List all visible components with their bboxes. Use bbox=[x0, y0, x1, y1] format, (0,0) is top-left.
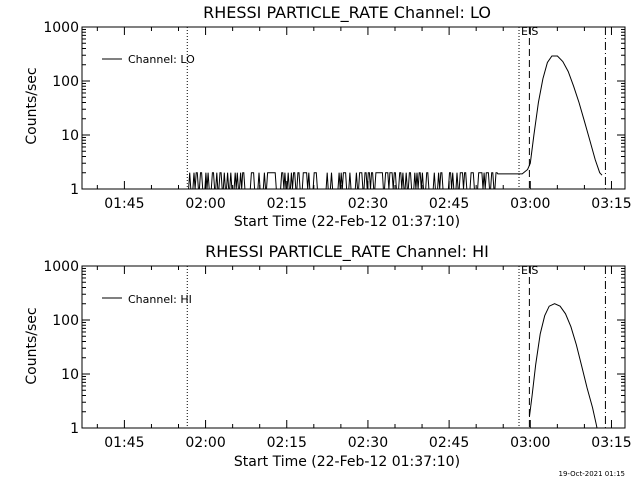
x-axis-label: Start Time (22-Feb-12 01:37:10) bbox=[234, 214, 460, 230]
x-tick-label: 03:15 bbox=[591, 435, 631, 451]
series-line bbox=[528, 303, 598, 429]
x-tick-label: 02:30 bbox=[348, 435, 388, 451]
y-tick-label: 1000 bbox=[43, 259, 79, 275]
y-tick-label: 1000 bbox=[43, 20, 79, 36]
legend-label: Channel: HI bbox=[128, 293, 192, 306]
x-tick-label: 02:45 bbox=[429, 435, 469, 451]
x-tick-label: 02:00 bbox=[185, 196, 225, 212]
marker-label: S bbox=[531, 264, 538, 277]
y-tick-label: 1 bbox=[70, 421, 79, 437]
chart-title: RHESSI PARTICLE_RATE Channel: LO bbox=[203, 3, 491, 23]
x-tick-label: 03:15 bbox=[591, 196, 631, 212]
y-tick-label: 100 bbox=[52, 74, 79, 90]
marker-label: E bbox=[521, 264, 528, 277]
footer-timestamp: 19-Oct-2021 01:15 bbox=[559, 470, 625, 478]
x-axis-label: Start Time (22-Feb-12 01:37:10) bbox=[234, 454, 460, 470]
y-tick-label: 10 bbox=[61, 367, 79, 383]
x-tick-label: 03:00 bbox=[510, 435, 550, 451]
marker-label: S bbox=[531, 25, 538, 38]
x-tick-label: 03:00 bbox=[510, 196, 550, 212]
plot-frame bbox=[81, 26, 626, 190]
chart-title: RHESSI PARTICLE_RATE Channel: HI bbox=[205, 242, 489, 262]
x-tick-label: 02:45 bbox=[429, 196, 469, 212]
chart-panel-lo: RHESSI PARTICLE_RATE Channel: LO Start T… bbox=[24, 3, 632, 230]
y-axis-label: Counts/sec bbox=[24, 307, 40, 384]
y-tick-label: 1 bbox=[70, 182, 79, 198]
y-tick-label: 100 bbox=[52, 313, 79, 329]
legend-label: Channel: LO bbox=[128, 53, 195, 66]
marker-label: E bbox=[521, 25, 528, 38]
x-tick-label: 02:15 bbox=[267, 196, 307, 212]
x-tick-label: 02:15 bbox=[267, 435, 307, 451]
series-line bbox=[187, 55, 603, 190]
chart-panel-hi: RHESSI PARTICLE_RATE Channel: HI Start T… bbox=[24, 242, 632, 470]
x-tick-label: 01:45 bbox=[104, 196, 144, 212]
x-tick-label: 01:45 bbox=[104, 435, 144, 451]
y-axis-label: Counts/sec bbox=[24, 67, 40, 144]
y-tick-label: 10 bbox=[61, 128, 79, 144]
plot-frame bbox=[81, 265, 626, 429]
x-tick-label: 02:00 bbox=[185, 435, 225, 451]
x-tick-label: 02:30 bbox=[348, 196, 388, 212]
